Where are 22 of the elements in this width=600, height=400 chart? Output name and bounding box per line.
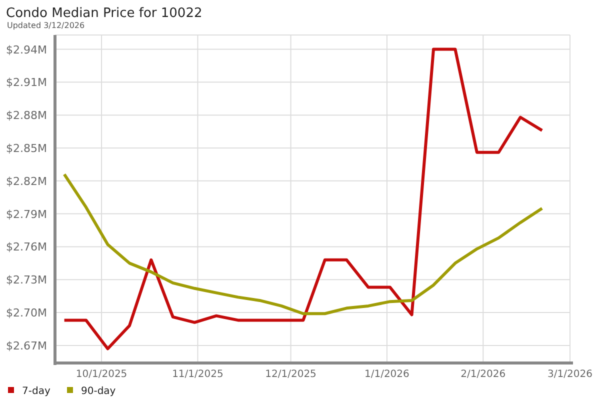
x-tick-label: 3/1/2026 — [548, 369, 592, 380]
line-series — [62, 172, 544, 316]
y-tick-label: $2.82M — [6, 174, 47, 188]
x-tick-label: 10/1/2025 — [76, 369, 128, 380]
y-tick-label: $2.73M — [6, 274, 47, 287]
y-tick-label: $2.91M — [6, 76, 47, 90]
line-series — [62, 48, 544, 350]
y-tick-label: $2.76M — [6, 240, 47, 254]
chart-title: Condo Median Price for 10022 — [6, 6, 202, 21]
y-tick-label: $2.88M — [6, 109, 47, 122]
legend-label: 90-day — [81, 386, 116, 397]
y-tick-label: $2.70M — [6, 306, 47, 320]
y-tick-label: $2.94M — [6, 43, 47, 56]
y-tick-label: $2.67M — [6, 339, 47, 352]
x-tick-label: 11/1/2025 — [172, 369, 224, 380]
legend-label: 7-day — [22, 386, 50, 397]
x-tick-label: 1/1/2026 — [364, 369, 410, 380]
y-tick-label: $2.85M — [6, 142, 47, 155]
y-tick-label: $2.79M — [6, 208, 47, 221]
x-tick-label: 12/1/2025 — [265, 369, 316, 380]
x-tick-label: 2/1/2026 — [460, 369, 506, 380]
chart-subtitle: Updated 3/12/2026 — [7, 21, 85, 30]
